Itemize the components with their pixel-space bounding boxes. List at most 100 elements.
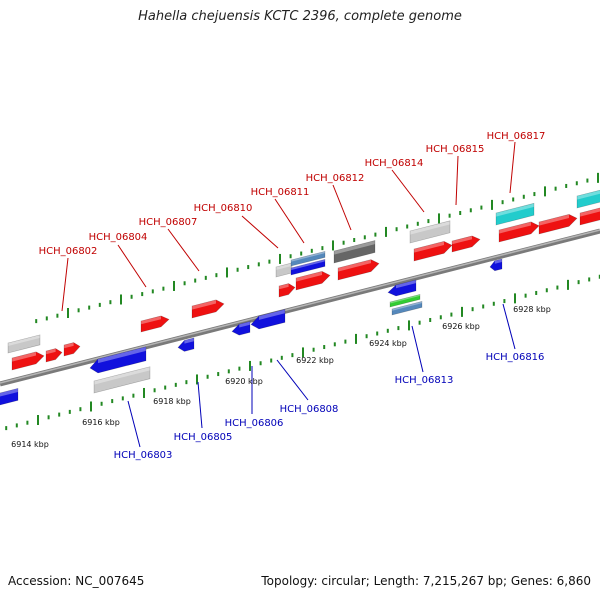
leader-line [391,169,425,213]
lower-scale-major-tick [355,333,357,344]
gene-forward[interactable] [11,351,45,371]
gene-forward[interactable] [579,207,600,226]
gene-grey-box[interactable] [275,262,293,278]
leader-line [455,155,459,206]
gene-label-hch_06808[interactable]: HCH_06808 [280,404,339,415]
upper-scale-major-tick [491,199,493,210]
gene-forward[interactable] [451,235,481,253]
lower-scale-minor-tick [535,290,538,295]
gene-reverse[interactable] [0,387,19,406]
gene-features[interactable] [0,188,600,406]
gene-label-hch_06814[interactable]: HCH_06814 [365,158,424,169]
upper-scale-major-tick [67,308,69,318]
lower-scale-minor-tick [185,380,188,385]
lower-scale-minor-tick [344,339,347,344]
upper-scale-minor-tick [469,208,472,213]
upper-scale-minor-tick [565,183,568,188]
upper-scale-minor-tick [374,232,377,237]
lower-scale-minor-tick [492,301,495,306]
gene-grey-box[interactable] [409,220,451,244]
lower-scale-major-tick [196,374,198,385]
gene-label-hch_06802[interactable]: HCH_06802 [39,246,98,257]
gene-label-hch_06807[interactable]: HCH_06807 [139,217,198,228]
upper-scale-minor-tick [204,275,207,280]
upper-scale-minor-tick [575,181,578,186]
upper-scale-major-tick [385,226,387,237]
lower-scale-minor-tick [365,334,368,339]
lower-scale-minor-tick [312,347,315,352]
lower-scale-minor-tick [524,293,527,298]
gene-forward[interactable] [45,348,63,363]
gene-green-box[interactable] [389,293,421,308]
gene-forward[interactable] [538,214,578,235]
lower-scale-major-tick [302,347,304,358]
upper-gene-labels[interactable]: HCH_06802 HCH_06804 HCH_06807 HCH_06810 HCH_… [39,131,546,257]
gene-forward[interactable] [498,221,540,243]
upper-scale-minor-tick [247,265,250,270]
gene-label-hch_06804[interactable]: HCH_06804 [89,232,148,243]
gene-forward[interactable] [140,315,170,333]
lower-scale-minor-tick [577,280,580,285]
gene-label-hch_06813[interactable]: HCH_06813 [395,375,454,386]
gene-steelblue-box[interactable] [290,250,326,267]
lower-scale-major-tick [514,293,516,304]
gene-label-hch_06816[interactable]: HCH_06816 [486,352,545,363]
lower-scale-minor-tick [47,415,50,420]
lower-scale-minor-tick [164,385,167,390]
gene-label-hch_06805[interactable]: HCH_06805 [174,432,233,443]
gene-reverse[interactable] [250,308,286,330]
upper-scale-minor-tick [35,319,38,324]
gene-reverse[interactable] [387,279,417,297]
upper-scale-minor-tick [141,292,144,297]
gene-label-hch_06815[interactable]: HCH_06815 [426,144,485,155]
lower-scale-minor-tick [26,420,29,425]
gene-reverse[interactable] [177,337,195,352]
upper-scale-minor-tick [321,246,324,251]
lower-scale-minor-tick [418,320,421,325]
gene-forward[interactable] [63,342,81,357]
gene-grey-box[interactable] [93,366,151,394]
gene-reverse[interactable] [489,258,503,272]
lower-scale-minor-tick [386,328,389,333]
upper-scale-minor-tick [268,259,271,264]
gene-grey-box[interactable] [7,334,41,354]
gene-cyan-box[interactable] [495,202,535,226]
gene-cyan-box[interactable] [576,188,600,209]
gene-forward[interactable] [278,283,296,298]
lower-scale-minor-tick [153,388,156,393]
upper-scale-minor-tick [130,294,133,299]
gene-forward[interactable] [413,241,453,262]
upper-scale-minor-tick [416,221,419,226]
lower-scale-major-tick [90,401,92,412]
gene-label-hch_06806[interactable]: HCH_06806 [225,418,284,429]
gene-forward[interactable] [191,299,225,319]
gene-forward[interactable] [295,271,331,291]
gene-label-hch_06811[interactable]: HCH_06811 [251,187,310,198]
lower-scale-major-tick [37,415,39,425]
lower-scale-minor-tick [206,374,209,379]
upper-scale-minor-tick [98,302,101,307]
gene-label-hch_06803[interactable]: HCH_06803 [114,450,173,461]
gene-blue-box[interactable] [290,258,326,276]
lower-scale-minor-tick [450,312,453,317]
lower-scale-major-tick [567,279,569,290]
gene-dark-box[interactable] [333,240,376,264]
map-title: Hahella chejuensis KCTC 2396, complete g… [138,9,462,24]
gene-reverse[interactable] [89,346,147,374]
lower-scale-minor-tick [238,366,241,371]
lower-scale-minor-tick [471,307,474,312]
upper-scale-major-tick [226,267,228,278]
gene-label-hch_06817[interactable]: HCH_06817 [487,131,546,142]
gene-label-hch_06810[interactable]: HCH_06810 [194,203,253,214]
gene-steelblue-box[interactable] [391,300,423,316]
gene-forward[interactable] [337,259,380,281]
upper-scale-minor-tick [77,308,80,313]
gene-reverse[interactable] [231,321,251,336]
lower-scale-major-tick [408,320,410,331]
upper-scale-ticks [35,172,599,324]
gene-label-hch_06812[interactable]: HCH_06812 [306,173,365,184]
lower-scale-minor-tick [439,315,442,320]
upper-scale-minor-tick [289,254,292,259]
